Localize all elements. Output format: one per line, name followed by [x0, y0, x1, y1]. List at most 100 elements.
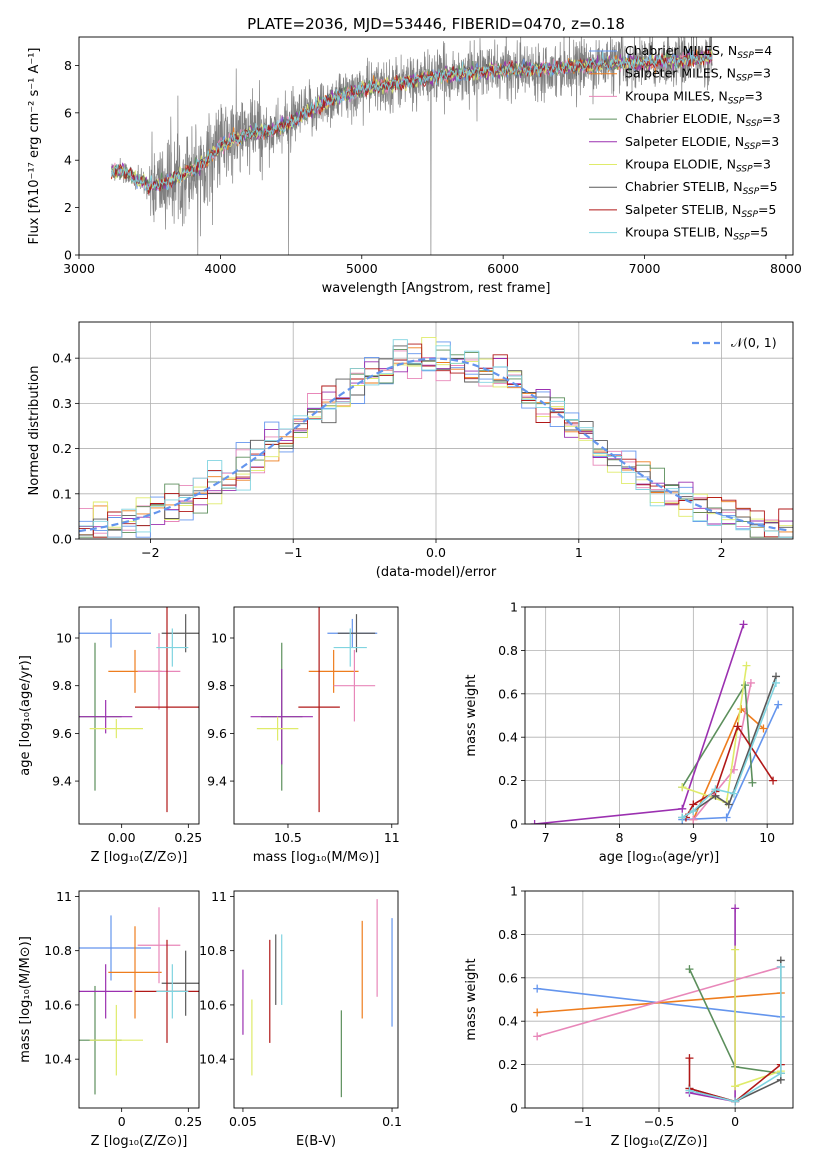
panel-spectrum: Chabrier MILES, NSSP=4 Salpeter MILES, NS…: [27, 36, 802, 296]
x-tick-label: 8000: [770, 261, 802, 276]
y-axis-label: mass [log₁₀(M/M⊙)]: [18, 936, 33, 1063]
x-tick-label: 11: [384, 830, 400, 845]
plot-area: [250, 607, 378, 813]
legend-subscript: SSP: [744, 142, 761, 152]
y-tick-label: 9.8: [207, 678, 227, 693]
y-axis-label: Normed distribution: [27, 366, 42, 496]
panel-weight-vs-age: 7 8 9 10 0 0.2 0.4 0.6 0.8 1 age [log₁₀(age/yr)] ma…: [464, 600, 794, 865]
legend-count: =3: [753, 66, 771, 81]
legend-label-kroupa-stelib: Kroupa STELIB, NSSP=5: [625, 225, 768, 243]
x-tick-label: 7: [542, 830, 550, 845]
y-axis-label: age [log₁₀(age/yr)]: [18, 655, 33, 776]
x-axis-label: age [log₁₀(age/yr)]: [599, 850, 720, 865]
axes-frame: [233, 606, 399, 825]
x-tick-label: 7000: [629, 261, 661, 276]
x-tick-label: 10.5: [274, 830, 302, 845]
figure-title: PLATE=2036, MJD=53446, FIBERID=0470, z=0…: [247, 15, 625, 33]
weight-marker-salpeter-elodie: [731, 904, 740, 913]
errorbar-point-chabrier-miles: [79, 618, 151, 648]
legend-subscript: SSP: [737, 51, 754, 61]
weight-line-kroupa-elodie: [734, 949, 782, 1088]
x-axis-label: (data-model)/error: [376, 565, 497, 580]
weight-marker-chabrier-miles: [533, 984, 542, 993]
x-axis-label: Z [log₁₀(Z/Z⊙)]: [91, 850, 188, 865]
x-axis-label: E(B-V): [296, 1134, 336, 1149]
legend-label-salpeter-elodie: Salpeter ELODIE, NSSP=3: [625, 134, 779, 152]
y-axis-label: Flux [fλ10⁻¹⁷ erg cm⁻² s⁻¹ A⁻¹]: [27, 48, 42, 245]
legend-label-kroupa-miles: Kroupa MILES, NSSP=3: [625, 88, 763, 106]
y-tick-label: 0.2: [498, 773, 518, 788]
errorbar-point-kroupa-elodie: [89, 719, 143, 739]
weight-marker-kroupa-stelib: [678, 813, 687, 822]
y-tick-label: 9.4: [52, 774, 72, 789]
x-tick-label: 4000: [204, 261, 236, 276]
y-tick-label: 0.6: [498, 686, 518, 701]
errorbar-point-salpeter-stelib: [298, 607, 340, 813]
x-tick-label: 0: [118, 1114, 126, 1129]
plot-area: [533, 904, 785, 1106]
x-tick-label: −1: [574, 1114, 592, 1129]
weight-marker-kroupa-elodie: [742, 661, 751, 670]
weight-marker-kroupa-stelib: [772, 678, 781, 687]
x-tick-label: 0.1: [382, 1114, 402, 1129]
legend-subscript: SSP: [741, 210, 758, 220]
weight-marker-kroupa-stelib: [685, 1086, 694, 1095]
errorbar-point-kroupa-miles: [137, 907, 181, 984]
y-tick-label: 1: [510, 600, 518, 615]
x-tick-label: 3000: [63, 261, 95, 276]
x-axis-label: wavelength [Angstrom, rest frame]: [322, 281, 551, 296]
x-tick-label: 0.0: [426, 545, 446, 560]
errorbar-point-salpeter-elodie: [79, 964, 133, 1019]
plot-area: [530, 620, 783, 824]
y-tick-label: 4: [64, 153, 72, 168]
panel-age-vs-z: 0.00 0.25 9.4 9.6 9.8 10 Z [log₁₀(Z/Z⊙)] age [l…: [18, 606, 202, 865]
panel-mass-vs-ebv: 0.05 0.1 10.4 10.6 10.8 11 E(B-V): [199, 889, 402, 1149]
weight-marker-kroupa-stelib: [711, 785, 720, 794]
axes-frame: [233, 890, 399, 1109]
legend-subscript: SSP: [736, 74, 753, 84]
weight-marker-kroupa-stelib: [776, 1069, 785, 1078]
errorbar-point-kroupa-stelib: [333, 628, 367, 667]
errorbar-point-kroupa-elodie: [256, 716, 299, 741]
errorbar-point-chabrier-miles: [79, 915, 151, 981]
plot-area: [79, 607, 199, 813]
x-tick-label: −2: [141, 545, 159, 560]
weight-marker-kroupa-miles: [533, 1032, 542, 1041]
y-tick-label: 0.4: [52, 351, 72, 366]
legend-count: =5: [750, 225, 768, 240]
x-tick-label: 0.05: [229, 1114, 257, 1129]
legend-count: =3: [744, 88, 762, 103]
errorbar-point-salpeter-miles: [308, 649, 359, 693]
weight-line-salpeter-elodie: [689, 908, 736, 1103]
errorbar-point-salpeter-elodie: [250, 669, 313, 765]
plot-area: [79, 907, 199, 1095]
x-tick-label: −0.5: [644, 1114, 674, 1129]
weight-marker-kroupa-stelib: [731, 1097, 740, 1106]
legend-subscript: SSP: [743, 187, 760, 197]
y-tick-label: 1: [510, 884, 518, 899]
errorbar-point-kroupa-stelib: [156, 964, 189, 1019]
y-tick-label: 10.6: [44, 997, 72, 1012]
y-tick-label: 10.6: [199, 997, 227, 1012]
legend-subscript: SSP: [728, 96, 745, 106]
weight-marker-salpeter-elodie: [530, 820, 539, 824]
panel-age-vs-mass: 10.5 11 9.4 9.6 9.8 10 mass [log₁₀(M/M⊙)]: [207, 606, 400, 865]
errorbar-point-kroupa-miles: [137, 633, 181, 710]
y-tick-label: 0: [64, 248, 72, 263]
weight-marker-chabrier-elodie: [685, 965, 694, 974]
plot-area: [111, 37, 713, 255]
y-tick-label: 0.2: [498, 1057, 518, 1072]
errorbar-point-kroupa-miles: [333, 649, 376, 722]
legend-count: =3: [762, 111, 780, 126]
y-tick-label: 9.6: [207, 726, 227, 741]
legend-count: =5: [758, 202, 776, 217]
plot-area: [242, 899, 393, 1098]
y-axis-label: mass weight: [464, 958, 479, 1040]
panel-weight-vs-z: −1 −0.5 0 0 0.2 0.4 0.6 0.8 1 Z [log₁₀(Z/Z⊙)] mass…: [464, 884, 794, 1149]
y-tick-label: 10.8: [199, 943, 227, 958]
x-tick-label: 0.00: [108, 830, 136, 845]
x-tick-label: 6000: [487, 261, 519, 276]
legend-label-chabrier-miles: Chabrier MILES, NSSP=4: [625, 43, 772, 61]
legend-count: =4: [754, 43, 772, 58]
legend-subscript: SSP: [733, 233, 750, 243]
